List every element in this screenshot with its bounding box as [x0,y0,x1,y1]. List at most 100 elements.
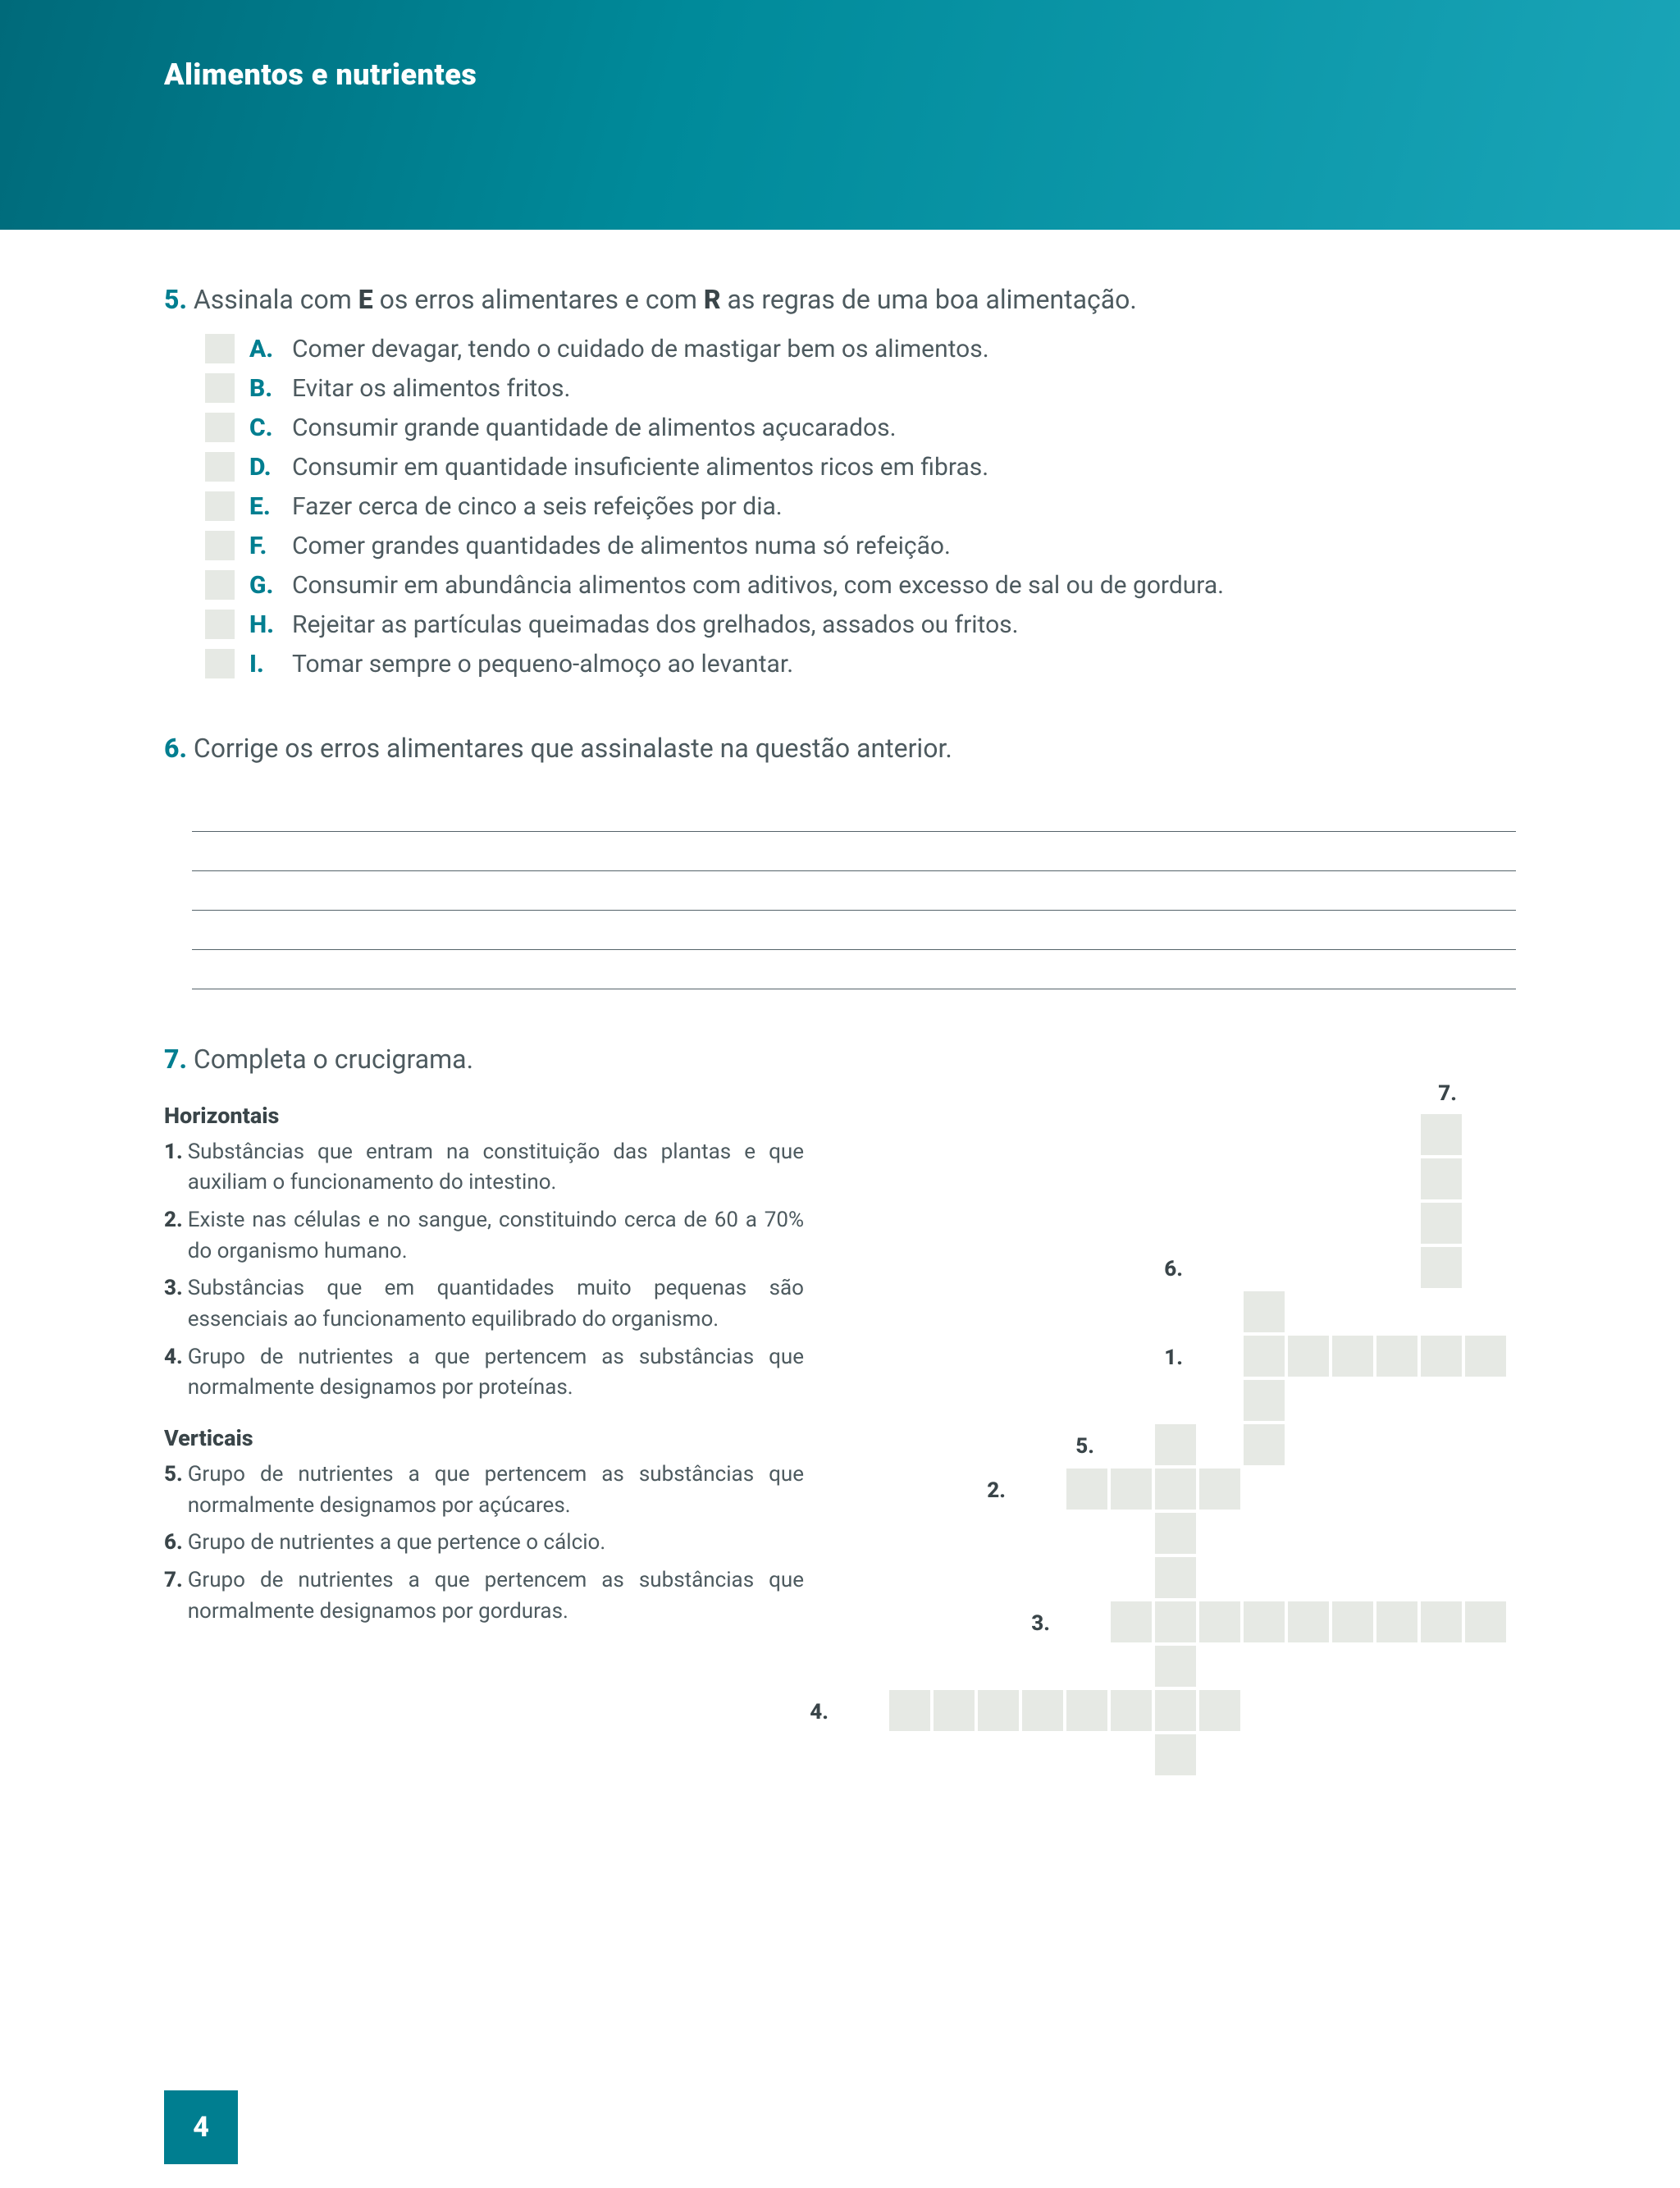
clue: 6.Grupo de nutrientes a que pertence o c… [164,1528,804,1559]
crossword-cell[interactable] [1111,1469,1152,1510]
header-title: Alimentos e nutrientes [164,57,1680,92]
crossword-cell[interactable] [1111,1690,1152,1731]
clues-column: Horizontais 1.Substâncias que entram na … [164,1081,804,1634]
crossword-cell[interactable] [1199,1469,1240,1510]
clue: 1.Substâncias que entram na constituição… [164,1137,804,1199]
q5-option: C. Consumir grande quantidade de alimento… [205,413,1516,442]
crossword-cell[interactable] [1244,1380,1285,1421]
crossword-cell[interactable] [1155,1557,1196,1598]
crossword-cell[interactable] [1244,1601,1285,1642]
crossword-cell[interactable] [1465,1336,1506,1377]
q5-option: I. Tomar sempre o pequeno-almoço ao levan… [205,649,1516,678]
crossword-cell[interactable] [1155,1690,1196,1731]
crossword-cell[interactable] [1421,1203,1462,1244]
crossword-cell[interactable] [1244,1336,1285,1377]
option-letter: G. [249,571,277,600]
clue-text: Grupo de nutrientes a que pertencem as s… [188,1459,804,1521]
answer-box[interactable] [205,531,235,560]
option-letter: C. [249,413,277,442]
crossword-label: 5. [1061,1434,1094,1459]
crossword-cell[interactable] [1155,1513,1196,1554]
answer-box[interactable] [205,649,235,678]
option-letter: H. [249,610,277,639]
option-letter: E. [249,492,277,521]
q7-layout: Horizontais 1.Substâncias que entram na … [164,1081,1516,1869]
clue: 4.Grupo de nutrientes a que pertencem as… [164,1342,804,1404]
crossword-cell[interactable] [1244,1291,1285,1332]
answer-box[interactable] [205,413,235,442]
clue-text: Grupo de nutrientes a que pertencem as s… [188,1342,804,1404]
q5-option: D.Consumir em quantidade insuficiente al… [205,452,1516,482]
crossword-cell[interactable] [1066,1690,1107,1731]
answer-line[interactable] [192,832,1516,871]
question-6: 6. Corrige os erros alimentares que assi… [164,728,1516,989]
answer-box[interactable] [205,610,235,639]
crossword-cell[interactable] [1288,1601,1329,1642]
crossword-cell[interactable] [1199,1601,1240,1642]
q5-prompt: 5. Assinala com E os erros alimentares e… [164,279,1516,321]
crossword-cell[interactable] [978,1690,1019,1731]
q6-number: 6. [164,733,187,764]
question-5: 5. Assinala com E os erros alimentares e… [164,279,1516,678]
answer-box[interactable] [205,491,235,521]
clue: 3.Substâncias que em quantidades muito p… [164,1273,804,1335]
crossword-area: 7.6.1.5.2.3.4. [845,1081,1516,1869]
clue-number: 7. [164,1565,183,1627]
answer-box[interactable] [205,334,235,363]
option-letter: A. [249,335,277,363]
crossword-cell[interactable] [1244,1424,1285,1465]
crossword-cell[interactable] [1155,1601,1196,1642]
option-text: Evitar os alimentos fritos. [292,374,570,403]
q5-option: B. Evitar os alimentos fritos. [205,373,1516,403]
question-7: 7. Completa o crucigrama. Horizontais 1.… [164,1039,1516,1868]
crossword-cell[interactable] [1376,1336,1418,1377]
q5-options: A. Comer devagar, tendo o cuidado de mast… [205,334,1516,678]
verticais-list: 5.Grupo de nutrientes a que pertencem as… [164,1459,804,1627]
clue-text: Grupo de nutrientes a que pertencem as s… [188,1565,804,1627]
answer-box[interactable] [205,373,235,403]
q7-number: 7. [164,1044,187,1075]
q5-option: E.Fazer cerca de cinco a seis refeições … [205,491,1516,521]
q7-prompt: 7. Completa o crucigrama. [164,1039,1516,1080]
option-text: Consumir grande quantidade de alimentos … [292,413,897,442]
crossword-cell[interactable] [1066,1469,1107,1510]
answer-line[interactable] [192,871,1516,911]
crossword-cell[interactable] [1376,1601,1418,1642]
page-content: 5. Assinala com E os erros alimentares e… [0,230,1680,2041]
option-text: Comer devagar, tendo o cuidado de mastig… [292,335,989,363]
answer-line[interactable] [192,950,1516,989]
verticais-heading: Verticais [164,1425,804,1451]
crossword-cell[interactable] [1421,1158,1462,1199]
crossword-cell[interactable] [1155,1469,1196,1510]
crossword-cell[interactable] [889,1690,930,1731]
crossword-cell[interactable] [1155,1424,1196,1465]
crossword-cell[interactable] [1465,1601,1506,1642]
option-text: Rejeitar as partículas queimadas dos gre… [292,610,1019,639]
answer-line[interactable] [192,793,1516,832]
answer-box[interactable] [205,452,235,482]
crossword-cell[interactable] [1022,1690,1063,1731]
crossword-cell[interactable] [1332,1601,1373,1642]
answer-line[interactable] [192,911,1516,950]
option-letter: B. [249,374,277,403]
option-letter: I. [249,650,277,678]
crossword-cell[interactable] [1421,1601,1462,1642]
crossword-cell[interactable] [1421,1247,1462,1288]
crossword-cell[interactable] [1155,1734,1196,1775]
clue-number: 4. [164,1342,183,1404]
crossword-cell[interactable] [1421,1114,1462,1155]
crossword-cell[interactable] [1332,1336,1373,1377]
q6-answer-lines[interactable] [192,793,1516,989]
page-number-tab: 4 [164,2090,238,2164]
clue-number: 1. [164,1137,183,1199]
crossword-cell[interactable] [1111,1601,1152,1642]
crossword-cell[interactable] [1288,1336,1329,1377]
crossword-cell[interactable] [934,1690,975,1731]
q5-option: H. Rejeitar as partículas queimadas dos g… [205,610,1516,639]
crossword-cell[interactable] [1421,1336,1462,1377]
crossword-cell[interactable] [1199,1690,1240,1731]
q5-number: 5. [164,284,187,315]
option-text: Tomar sempre o pequeno-almoço ao levanta… [292,650,793,678]
answer-box[interactable] [205,570,235,600]
crossword-cell[interactable] [1155,1646,1196,1687]
